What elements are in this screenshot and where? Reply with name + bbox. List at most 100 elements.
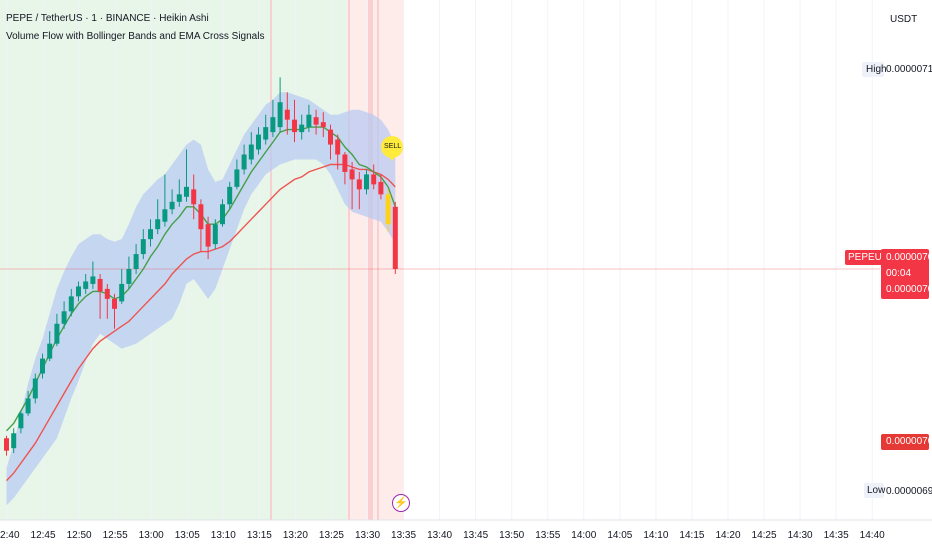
low-tag: Low [864, 483, 886, 498]
candle-body [270, 117, 276, 133]
x-tick-label: 12:55 [102, 530, 128, 541]
x-tick-label: 13:30 [354, 530, 381, 541]
ema-slow-line [5, 163, 396, 482]
candle-body [342, 154, 348, 172]
x-tick-label: 13:10 [210, 530, 236, 541]
candle-body [292, 119, 297, 133]
x-tick-label: 14:05 [607, 530, 633, 541]
candle-body [90, 276, 96, 284]
last-price-box [881, 249, 929, 299]
candle-body [306, 114, 312, 128]
candle-body [356, 179, 362, 190]
candle-body [220, 204, 225, 225]
candle-body [32, 378, 38, 399]
x-tick-label: 14:20 [715, 530, 741, 541]
candle-body [176, 194, 182, 202]
x-tick-label: 13:35 [391, 530, 417, 541]
x-tick-label: 14:40 [859, 530, 885, 541]
low-value: 0.00000699 [886, 486, 932, 497]
candle-body [263, 127, 269, 140]
candle-body [277, 102, 283, 128]
currency-label: USDT [890, 14, 918, 25]
candle-body [299, 124, 305, 133]
candle-body [313, 117, 319, 125]
candle-body [284, 109, 290, 120]
last-price-2: 0.00000707 [886, 284, 932, 295]
lightning-icon[interactable]: ⚡ [392, 494, 410, 512]
x-tick-label: 13:15 [246, 530, 272, 541]
x-tick-label: 14:10 [643, 530, 669, 541]
candle-body [364, 174, 369, 190]
candle-body [104, 288, 110, 299]
x-tick-label: 14:25 [751, 530, 777, 541]
candle-body [335, 139, 341, 155]
candle-body [148, 229, 153, 240]
candle-body [83, 281, 89, 289]
candle-body [378, 181, 384, 195]
candle-body [227, 186, 233, 205]
candle-body [234, 169, 240, 187]
candle-body [320, 122, 326, 128]
candle-body [68, 296, 74, 312]
candle-body [25, 398, 31, 414]
horizontal-line[interactable] [0, 0, 880, 270]
x-tick-label: 13:00 [138, 530, 164, 541]
candle-body [61, 311, 67, 324]
signal-stripe-2 [368, 0, 373, 520]
candle-body [126, 269, 132, 284]
indicator-title: Volume Flow with Bollinger Bands and EMA… [6, 31, 265, 42]
x-tick-label: 14:15 [679, 530, 705, 541]
candle-body [198, 204, 204, 230]
candle-body [11, 433, 17, 449]
chart-title: PEPE / TetherUS · 1 · BINANCE · Heikin A… [6, 13, 209, 24]
x-tick-label: 14:30 [787, 530, 813, 541]
candle-body [54, 323, 60, 344]
candle-body [392, 206, 398, 269]
high-tag: High [862, 62, 887, 77]
candle-body [4, 438, 9, 451]
candle-body [205, 224, 211, 247]
candle-body [162, 209, 168, 222]
candle-body [212, 224, 218, 245]
sell-signal [381, 136, 403, 158]
signal-stripe-0 [270, 0, 272, 520]
low-label: Low [867, 485, 886, 496]
candle-body [97, 278, 103, 292]
candle-body [385, 194, 391, 225]
candle-body [76, 286, 81, 297]
x-tick-label: 12:50 [66, 530, 92, 541]
signal-stripe-3 [377, 0, 379, 520]
signal-stripe-1 [348, 0, 350, 520]
x-tick-label: 13:50 [499, 530, 525, 541]
candle-body [155, 219, 161, 230]
candle-body [119, 283, 125, 302]
x-tick-label: 13:55 [535, 530, 561, 541]
x-tick-label: 13:45 [463, 530, 489, 541]
candle-body [349, 169, 355, 180]
candle-body [112, 298, 117, 309]
candle-body [191, 189, 197, 205]
candle-body [40, 358, 45, 374]
sell-signal-pointer [388, 155, 396, 161]
x-tick-label: 13:20 [282, 530, 308, 541]
last-price: 0.00000707 [886, 252, 932, 263]
x-tick-label: 12:45 [30, 530, 56, 541]
candle-body [328, 129, 333, 145]
candle-body [169, 201, 175, 210]
high-value: 0.00000715 [886, 64, 932, 75]
candle-body [241, 154, 247, 170]
candle-body [133, 254, 139, 269]
x-tick-label: 12:40 [0, 530, 20, 541]
candle-body [18, 413, 24, 429]
hline-price-box [881, 434, 929, 450]
candles [4, 77, 398, 456]
x-tick-label: 13:05 [174, 530, 200, 541]
x-tick-label: 14:00 [571, 530, 597, 541]
candle-body [248, 144, 254, 160]
high-label: High [866, 64, 887, 75]
x-tick-label: 13:40 [427, 530, 453, 541]
countdown: 00:04 [886, 268, 912, 279]
candle-body [140, 239, 146, 255]
